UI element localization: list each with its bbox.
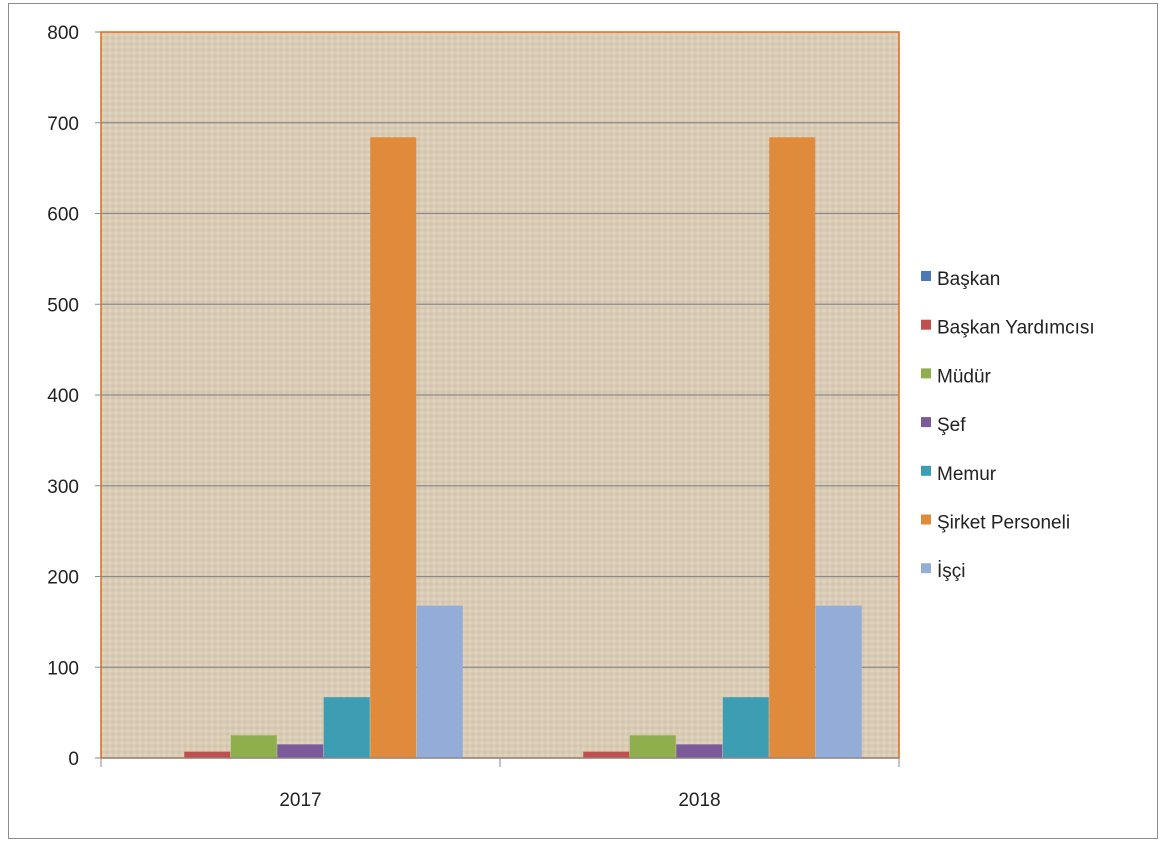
axes: 0 100 200 300 400 500 600 700 800 2017 2018	[47, 23, 900, 811]
bar	[629, 735, 676, 758]
y-tick-label: 100	[47, 658, 79, 679]
y-tick-label: 600	[47, 205, 79, 226]
bar	[277, 744, 324, 758]
bar	[184, 751, 231, 758]
legend-label: Başkan Yardımcısı	[937, 318, 1095, 339]
bar	[676, 744, 723, 758]
legend-label: Şirket Personeli	[937, 513, 1070, 534]
legend-label: Şef	[937, 415, 966, 436]
bar	[370, 137, 417, 758]
bar	[416, 605, 463, 758]
legend-swatch	[921, 368, 931, 379]
legend-swatch	[921, 271, 931, 281]
bars	[184, 137, 862, 758]
legend-swatch	[921, 563, 931, 574]
x-tick-label: 2017	[279, 790, 321, 811]
chart-frame: 0 100 200 300 400 500 600 700 800 2017 2018 Başkan…	[8, 3, 1158, 839]
gridlines	[101, 122, 899, 668]
bar	[323, 697, 370, 758]
legend-label: Memur	[937, 464, 997, 485]
bar	[583, 751, 630, 758]
legend: Başkan Başkan Yardımcısı Müdür Şef Memur Şirk…	[921, 269, 1095, 582]
bar	[722, 697, 769, 758]
bar	[230, 735, 277, 758]
y-tick-label: 800	[47, 23, 79, 44]
chart-svg: 0 100 200 300 400 500 600 700 800 2017 2018 Başkan…	[47, 23, 1095, 811]
y-tick-label: 400	[47, 386, 79, 407]
legend-swatch	[921, 417, 931, 428]
legend-swatch	[921, 514, 931, 525]
y-tick-label: 300	[47, 477, 79, 498]
x-tick-label: 2018	[678, 790, 720, 811]
y-tick-label: 700	[47, 114, 79, 135]
legend-swatch	[921, 319, 931, 330]
y-tick-label: 200	[47, 568, 79, 589]
legend-label: İşçi	[937, 561, 966, 582]
legend-label: Müdür	[937, 366, 992, 387]
bar	[815, 605, 862, 758]
y-tick-label: 500	[47, 295, 79, 316]
legend-label: Başkan	[937, 269, 1000, 290]
bar	[769, 137, 816, 758]
legend-swatch	[921, 465, 931, 476]
y-tick-label: 0	[68, 749, 79, 770]
